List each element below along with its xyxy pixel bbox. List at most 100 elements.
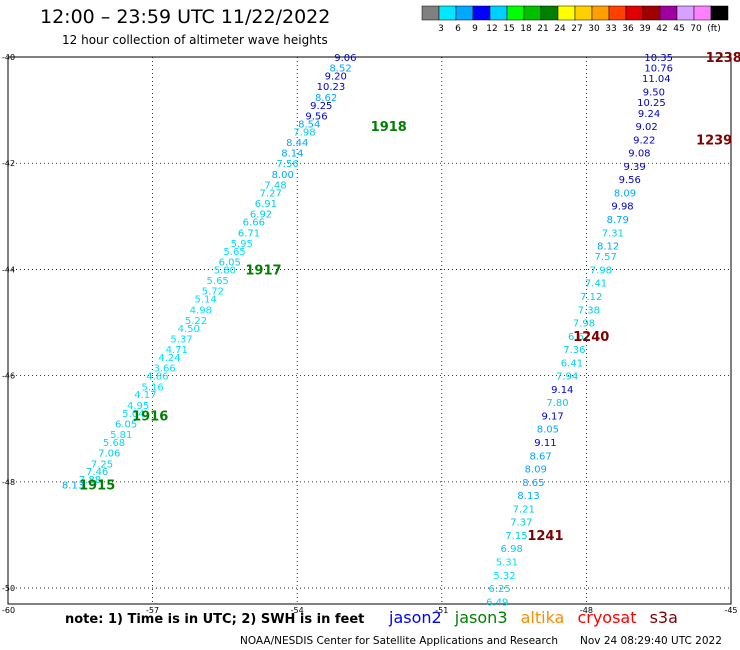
wave-height-value: 8.65 [522, 478, 544, 489]
legend-s3a: s3a [649, 608, 678, 627]
wave-height-value: 5.32 [493, 571, 515, 582]
colorbar-label: 27 [571, 24, 582, 34]
wave-height-value: 4.98 [190, 305, 212, 316]
colorbar-swatch [523, 5, 542, 21]
pass-time-labels: 1918 1917 1916 1915 1238 1239 1240 1241 [79, 51, 740, 544]
wave-height-value: 9.56 [305, 111, 327, 122]
wave-height-value: 7.21 [513, 504, 535, 515]
wave-height-value: 6.25 [489, 584, 511, 595]
y-tick-label: -50 [2, 584, 15, 593]
wave-height-value: 8.00 [272, 170, 294, 181]
wave-height-value: 8.52 [329, 64, 351, 75]
wave-height-value: 5.95 [231, 239, 253, 250]
colorbar-swatch [455, 5, 474, 21]
legend-altika: altika [520, 608, 565, 627]
wave-height-value: 7.56 [276, 159, 298, 170]
wave-height-value: 9.08 [628, 149, 650, 160]
wave-height-value: 8.14 [281, 149, 303, 160]
wave-height-value: 4.86 [146, 372, 168, 383]
colorbar-swatch [693, 5, 712, 21]
map-grid [8, 57, 731, 604]
wave-height-value: 7.36 [563, 345, 585, 356]
colorbar-label: 9 [472, 24, 478, 34]
wave-height-value: 5.37 [170, 334, 192, 345]
wave-height-value: 3.66 [154, 364, 176, 375]
wave-height-value: 7.57 [595, 252, 617, 263]
wave-height-value: 10.23 [317, 82, 346, 93]
wave-height-value: 7.98 [293, 127, 315, 138]
colorbar-swatch [540, 5, 559, 21]
wave-height-value: 8.44 [286, 138, 308, 149]
colorbar-swatch [506, 5, 525, 21]
x-tick-label: -48 [580, 606, 593, 615]
map-axes: -57 -54 -51 -48 -45 -60 -40 -42 -44 -46 -48 -50 [2, 53, 738, 615]
colorbar-swatch [710, 5, 729, 21]
wave-height-value: 5.72 [202, 287, 224, 298]
colorbar-label: 45 [673, 24, 684, 34]
chart-subtitle: 12 hour collection of altimeter wave hei… [62, 33, 328, 47]
pass-time-label: 1917 [245, 263, 281, 278]
colorbar-swatch [625, 5, 644, 21]
wave-height-value: 7.25 [91, 459, 113, 470]
pass-time-label: 1239 [696, 133, 732, 148]
wave-height-value: 10.76 [644, 64, 673, 75]
map-frame [7, 56, 732, 605]
pass-time-label: 1918 [371, 120, 407, 135]
x-tick-label: -54 [291, 606, 304, 615]
wave-height-value: 8.09 [614, 188, 636, 199]
wave-height-value: 4.50 [178, 324, 200, 335]
credit-line: NOAA/NESDIS Center for Satellite Applica… [240, 635, 558, 647]
colorbar-label: 70 [690, 24, 702, 34]
wave-height-value: 6.91 [255, 199, 277, 210]
wave-height-value: 6.05 [219, 257, 241, 268]
wave-height-value: 7.48 [264, 180, 286, 191]
y-tick-label: -42 [2, 159, 15, 168]
colorbar-swatch [659, 5, 678, 21]
colorbar-label: 6 [455, 24, 461, 34]
colorbar-swatch [574, 5, 593, 21]
colorbar: 3 6 9 12 15 18 21 24 27 30 33 36 39 42 45 70 (ft) [421, 5, 729, 34]
colorbar-swatch [472, 5, 491, 21]
wave-height-value: 5.65 [223, 247, 245, 258]
wave-height-value: 7.88 [79, 475, 101, 486]
wave-height-value: 8.54 [298, 119, 320, 130]
wave-height-value: 10.35 [644, 53, 673, 64]
colorbar-unit: (ft) [707, 24, 721, 34]
wave-height-value: 4.95 [127, 401, 149, 412]
wave-height-value: 8.09 [525, 465, 547, 476]
wave-height-value: 9.39 [623, 162, 645, 173]
wave-height-value: 7.38 [578, 305, 600, 316]
pass-time-label: 1238 [706, 51, 740, 66]
colorbar-label: 42 [656, 24, 667, 34]
wave-height-value: 8.05 [537, 425, 559, 436]
wave-height-value: 5.22 [185, 316, 207, 327]
x-tick-label: -45 [724, 606, 737, 615]
wave-height-value: 5.80 [214, 265, 236, 276]
wave-height-value: 6.41 [561, 358, 583, 369]
colorbar-swatch [591, 5, 610, 21]
wave-height-value: 7.98 [590, 265, 612, 276]
wave-height-value: 8.67 [529, 451, 551, 462]
wave-height-value: 7.94 [556, 372, 578, 383]
wave-height-value: 9.11 [534, 438, 556, 449]
wave-height-value: 7.37 [510, 518, 532, 529]
colorbar-swatch [642, 5, 661, 21]
wave-height-value: 10.25 [637, 98, 666, 109]
colorbar-swatch [608, 5, 627, 21]
wave-height-value: 7.46 [86, 467, 108, 478]
wave-height-value: 6.98 [501, 544, 523, 555]
wave-height-value: 7.06 [98, 449, 120, 460]
y-tick-label: -46 [2, 372, 15, 381]
wave-height-value: 5.04 [122, 409, 144, 420]
colorbar-label: 33 [605, 24, 616, 34]
plot-border [7, 56, 732, 605]
wave-height-value: 9.14 [551, 385, 573, 396]
satellite-legend: jason2 jason3 altika cryosat s3a [389, 608, 686, 627]
pass-time-label: 1241 [527, 529, 563, 544]
colorbar-label: 24 [554, 24, 566, 34]
pass-time-label: 1915 [79, 479, 115, 494]
wave-height-value: 8.12 [597, 242, 619, 253]
wave-height-value: 6.05 [115, 419, 137, 430]
wave-height-value: 5.14 [194, 295, 216, 306]
